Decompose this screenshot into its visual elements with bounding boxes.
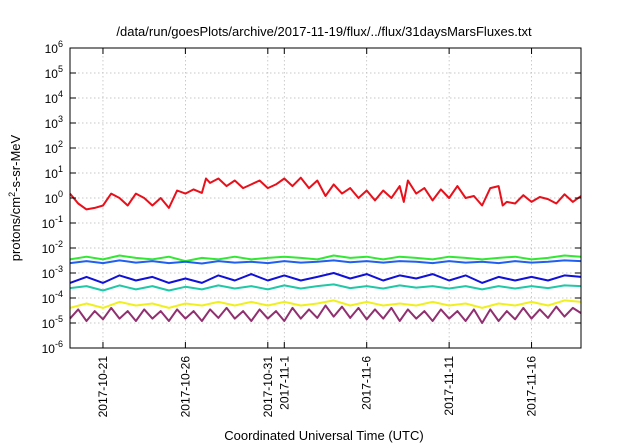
y-tick-label-base: 10 xyxy=(42,217,56,231)
y-tick-label-base: 10 xyxy=(45,192,59,206)
y-tick-label-base: 10 xyxy=(45,117,59,131)
y-tick-label-exponent: 0 xyxy=(58,189,63,199)
y-tick-label-base: 10 xyxy=(42,317,56,331)
y-tick-label: 10-5 xyxy=(42,314,63,331)
y-tick-label-base: 10 xyxy=(45,42,59,56)
y-tick-label: 10-1 xyxy=(42,214,63,231)
x-tick-label: 2017-10-31 xyxy=(261,356,275,418)
y-tick-label-exponent: 6 xyxy=(58,39,63,49)
x-tick-label: 2017-11-1 xyxy=(277,356,291,410)
y-tick-label-exponent: -4 xyxy=(55,289,63,299)
grid xyxy=(70,48,581,348)
y-tick-label-base: 10 xyxy=(45,167,59,181)
y-tick-label-exponent: -6 xyxy=(55,339,63,349)
y-tick-label: 103 xyxy=(45,114,63,131)
y-tick-label-base: 10 xyxy=(42,267,56,281)
x-axis-label: Coordinated Universal Time (UTC) xyxy=(224,428,423,443)
y-tick-label-exponent: 5 xyxy=(58,64,63,74)
y-tick-label-exponent: 3 xyxy=(58,114,63,124)
x-tick-label: 2017-11-11 xyxy=(442,356,456,416)
y-tick-label: 10-2 xyxy=(42,239,63,256)
y-tick-label: 10-6 xyxy=(42,339,63,356)
y-tick-label-exponent: -1 xyxy=(55,214,63,224)
x-tick-label: 2017-11-6 xyxy=(360,356,374,410)
x-tick-label: 2017-10-26 xyxy=(178,356,192,418)
series-line-1 xyxy=(69,176,582,211)
series-line-5 xyxy=(69,283,582,292)
y-tick-label-base: 10 xyxy=(42,242,56,256)
y-tick-label: 104 xyxy=(45,89,63,106)
y-axis-label-rest: -s-sr-MeV xyxy=(8,134,23,191)
y-tick-label: 101 xyxy=(45,164,63,181)
x-axis: 2017-10-21 2017-10-26 2017-10-31 2017-11-1 2… xyxy=(96,48,539,417)
series-line-4 xyxy=(69,272,582,284)
series-group xyxy=(69,176,582,324)
series-line-6 xyxy=(69,299,582,309)
y-axis-label-superscript: 2 xyxy=(7,192,17,197)
y-tick-label: 106 xyxy=(45,39,63,56)
y-tick-label: 10-4 xyxy=(42,289,63,306)
y-tick-label-base: 10 xyxy=(45,92,59,106)
x-tick-label: 2017-11-16 xyxy=(525,356,539,417)
y-tick-label: 10-3 xyxy=(42,264,63,281)
chart-title: /data/run/goesPlots/archive/2017-11-19/f… xyxy=(116,24,532,39)
y-tick-label-exponent: 1 xyxy=(58,164,63,174)
y-tick-label: 105 xyxy=(45,64,63,81)
y-tick-label-exponent: -3 xyxy=(55,264,63,274)
x-tick-label: 2017-10-21 xyxy=(96,356,110,418)
y-tick-label: 100 xyxy=(45,189,63,206)
series-line-7 xyxy=(69,304,582,324)
y-axis: 10-610-510-410-310-210-11001011021031041… xyxy=(42,39,581,356)
series-line-2 xyxy=(69,254,582,263)
y-tick-label-exponent: -5 xyxy=(55,314,63,324)
y-axis-label: protons/cm2-s-sr-MeV xyxy=(7,134,23,261)
y-tick-label-exponent: 4 xyxy=(58,89,63,99)
y-tick-label-base: 10 xyxy=(42,292,56,306)
y-axis-label-base: protons/cm xyxy=(8,197,23,261)
y-tick-label-exponent: -2 xyxy=(55,239,63,249)
y-tick-label-exponent: 2 xyxy=(58,139,63,149)
y-tick-label-base: 10 xyxy=(45,142,59,156)
series-line-3 xyxy=(69,259,582,265)
y-tick-label: 102 xyxy=(45,139,63,156)
y-tick-label-base: 10 xyxy=(42,342,56,356)
y-tick-label-base: 10 xyxy=(45,67,59,81)
